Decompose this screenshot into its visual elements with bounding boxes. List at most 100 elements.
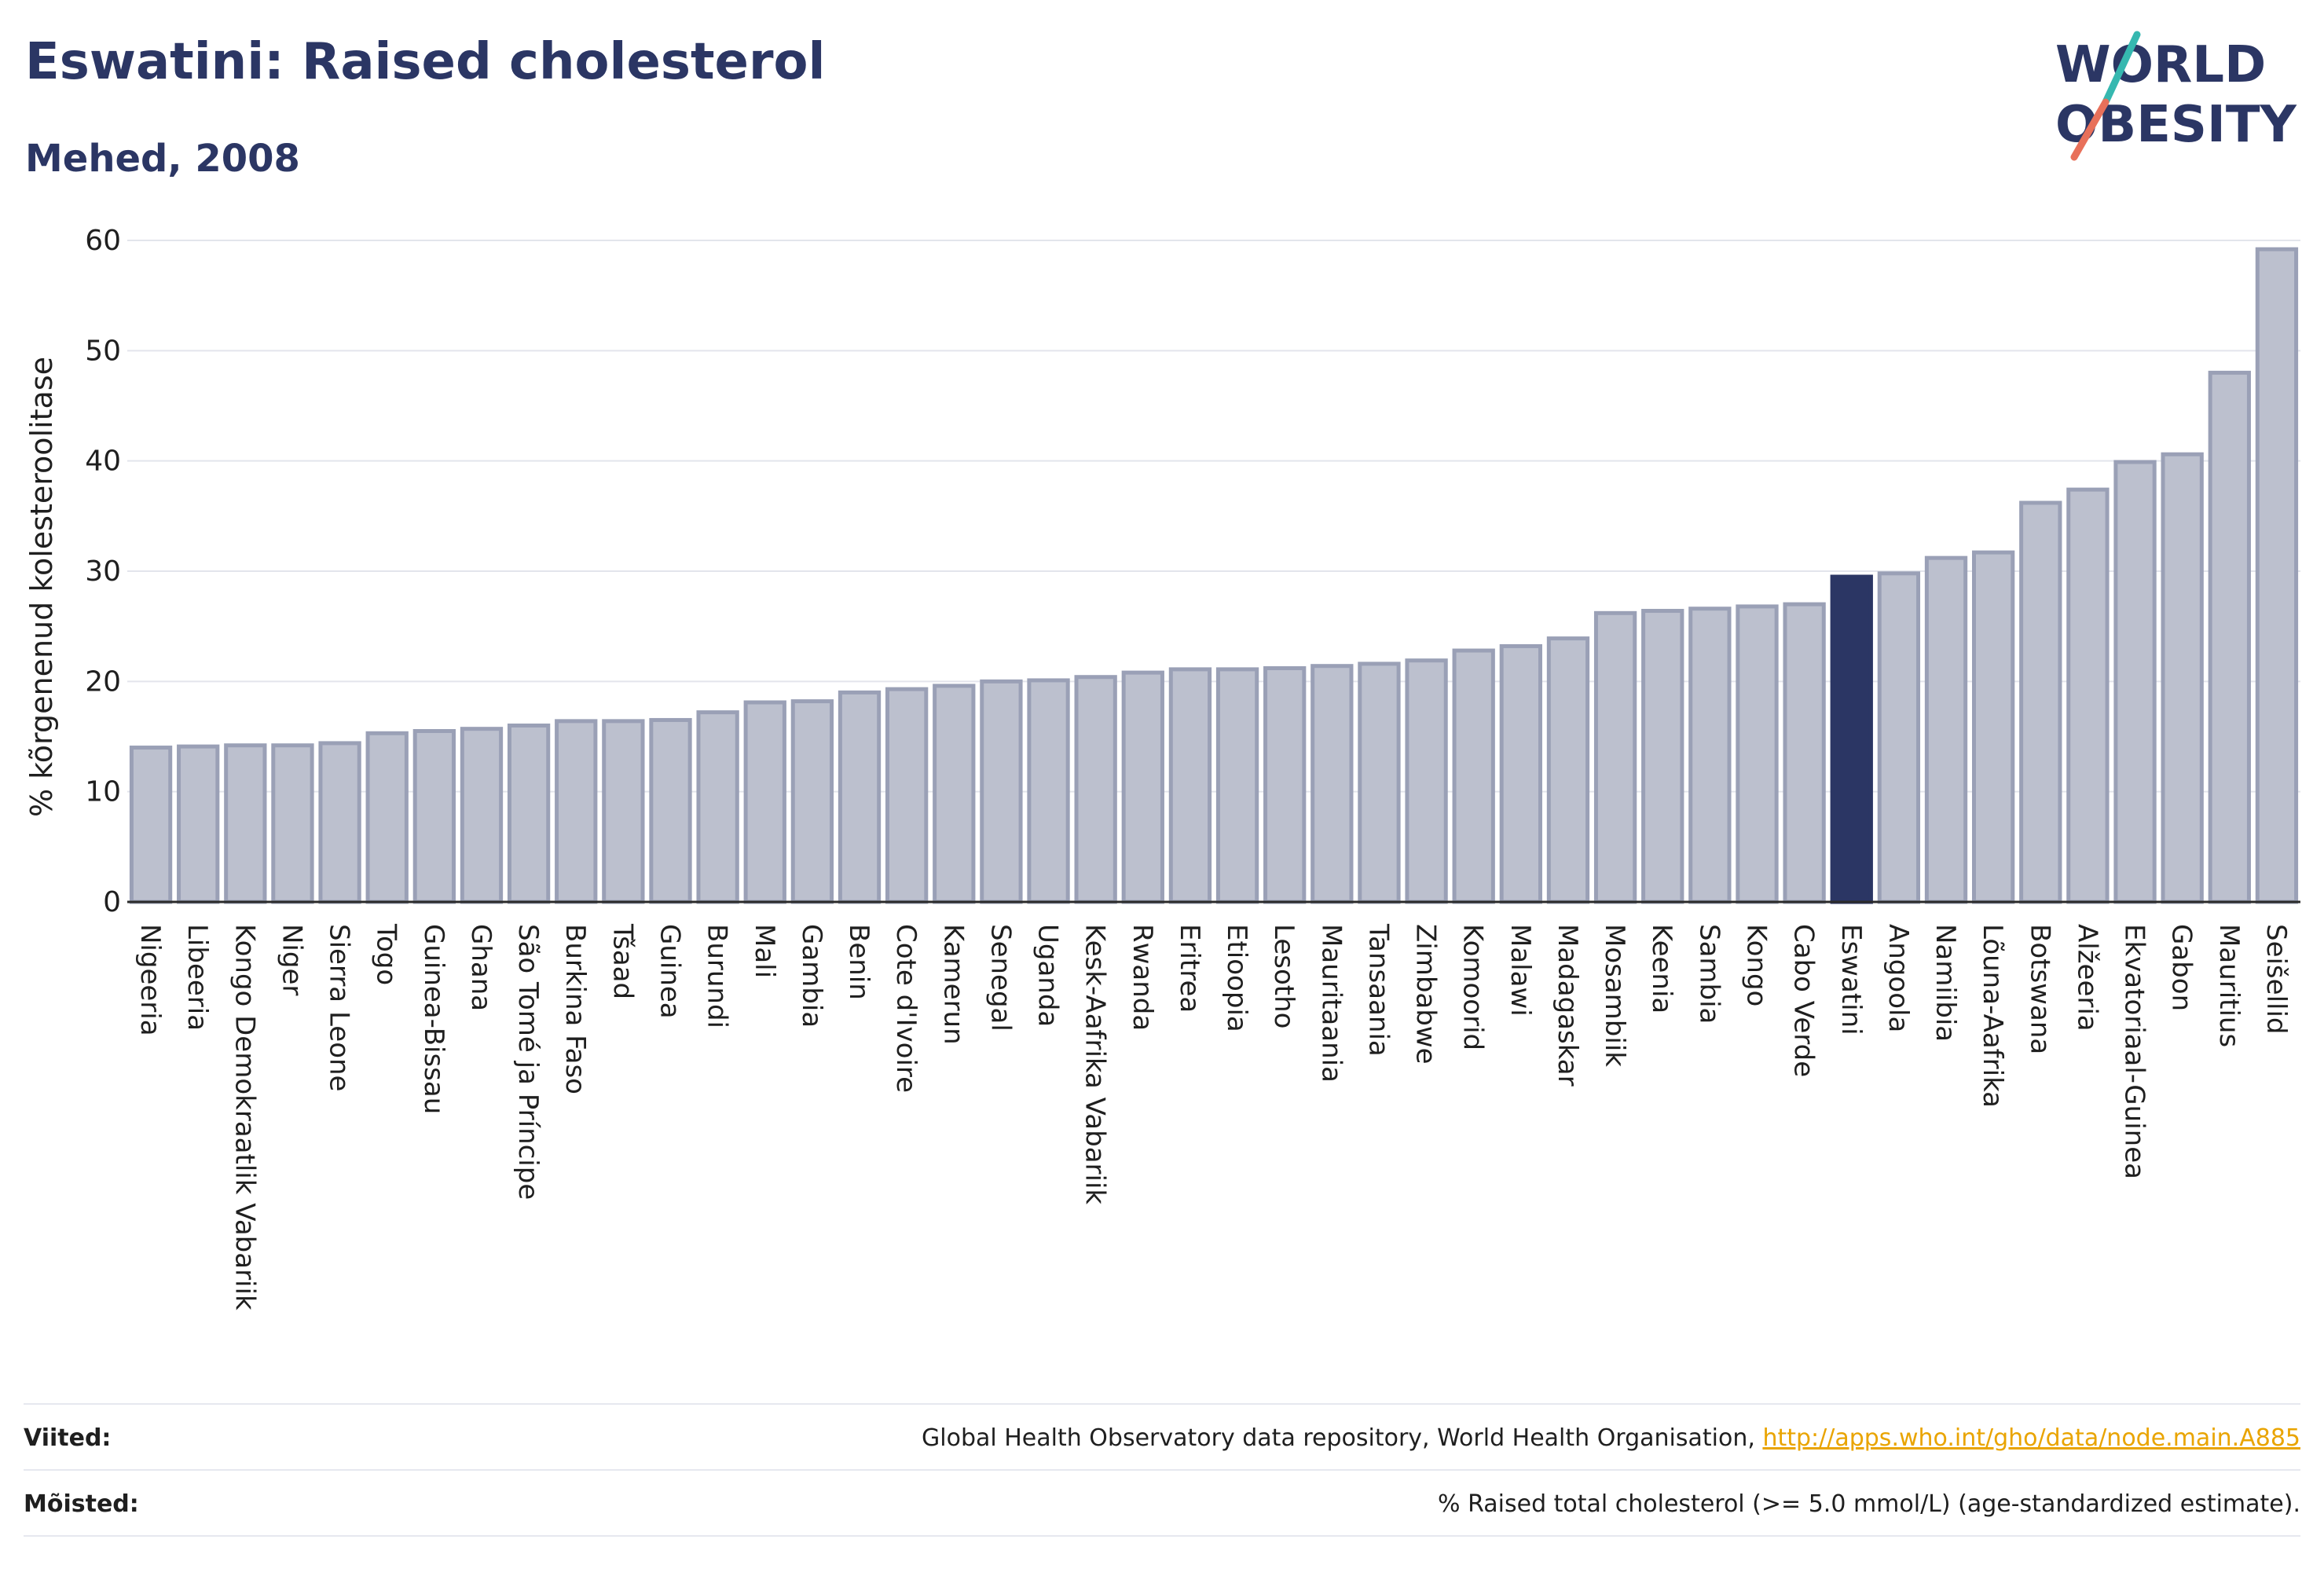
x-tick-label: Senegal [984, 924, 1016, 1032]
y-tick-label: 0 [103, 886, 121, 918]
bar-nigeeria[interactable] [129, 746, 173, 904]
y-tick-label: 20 [85, 665, 121, 698]
bar-cabo-verde[interactable] [1783, 602, 1826, 904]
x-tick-label: Libeeria [181, 924, 213, 1031]
bar-eritrea[interactable] [1168, 667, 1212, 904]
bar-mali[interactable] [743, 700, 786, 904]
sources-link[interactable]: http://apps.who.int/gho/data/node.main.A… [1762, 1424, 2300, 1452]
bar-al-eeria[interactable] [2066, 487, 2110, 904]
bar-kamerun[interactable] [933, 684, 976, 904]
x-tick-label: Kongo [1741, 924, 1772, 1006]
bar-mosambiik[interactable] [1593, 610, 1637, 904]
y-tick-label: 60 [85, 225, 121, 257]
x-tick-label: Lesotho [1268, 924, 1299, 1028]
bar-cote-d-ivoire[interactable] [885, 687, 929, 904]
bar-kesk-aafrika-vabariik[interactable] [1074, 675, 1117, 904]
x-tick-label: Uganda [1032, 924, 1064, 1027]
bar-sei-ellid[interactable] [2255, 247, 2299, 904]
bar-burundi[interactable] [696, 710, 739, 904]
x-tick-label: Sierra Leone [324, 924, 355, 1091]
x-tick-label: Angoola [1882, 924, 1914, 1032]
bar-t-aad[interactable] [602, 719, 645, 904]
chart-title: Eswatini: Raised cholesterol [25, 33, 826, 91]
x-tick-label: Nigeeria [134, 924, 166, 1036]
bar-libeeria[interactable] [177, 744, 220, 904]
x-tick-label: Lõuna-Aafrika [1977, 924, 2008, 1108]
bar-tansaania[interactable] [1358, 662, 1401, 904]
footer-divider-middle [24, 1469, 2300, 1471]
x-tick-label: Eritrea [1174, 924, 1205, 1013]
bar-l-una-aafrika[interactable] [1971, 550, 2015, 904]
definitions-value: % Raised total cholesterol (>= 5.0 mmol/… [1438, 1490, 2300, 1518]
x-tick-label: Burkina Faso [559, 924, 591, 1094]
footer-definitions-row: Mõisted: % Raised total cholesterol (>= … [24, 1472, 2300, 1535]
y-tick-label: 30 [85, 555, 121, 588]
x-tick-label: Mauritaania [1315, 924, 1347, 1083]
x-tick-label: Cote d'Ivoire [890, 924, 922, 1093]
bars [129, 247, 2299, 904]
sources-label: Viited: [24, 1424, 112, 1452]
x-tick-label: Tšaad [607, 923, 638, 999]
chart-subtitle: Mehed, 2008 [25, 137, 300, 181]
bar-gambia[interactable] [790, 699, 834, 904]
x-tick-label: Burundi [702, 924, 733, 1028]
x-tick-label: Ghana [465, 924, 497, 1011]
x-tick-label: Mauritius [2213, 924, 2245, 1047]
bar-keenia[interactable] [1641, 609, 1684, 904]
bar-chart: 0 10 20 30 40 50 60 Nigeeria Libeeria Kongo Demok… [24, 225, 2300, 1310]
bar-togo[interactable] [365, 731, 409, 904]
x-tick-label: Tansaania [1362, 923, 1394, 1057]
bar-kongo[interactable] [1736, 604, 1779, 904]
x-tick-label: Kamerun [937, 924, 969, 1045]
y-tick-label: 50 [85, 335, 121, 367]
x-tick-label: Keenia [1646, 924, 1677, 1013]
bar-burkina-faso[interactable] [555, 719, 598, 904]
bar-mauritaania[interactable] [1310, 664, 1354, 904]
y-tick-label: 40 [85, 445, 121, 478]
bar-senegal[interactable] [980, 679, 1023, 904]
x-tick-label: Alžeeria [2071, 924, 2102, 1032]
x-tick-label: Gambia [796, 924, 827, 1028]
bar-rwanda[interactable] [1121, 670, 1164, 904]
bar-guinea[interactable] [649, 717, 692, 904]
bar-guinea-bissau[interactable] [412, 728, 456, 904]
bar-botswana[interactable] [2019, 500, 2062, 904]
bar-s-o-tom-ja-pr-ncipe[interactable] [507, 723, 551, 904]
bar-komoorid[interactable] [1452, 648, 1495, 904]
bar-mauritius[interactable] [2208, 370, 2251, 904]
definitions-label: Mõisted: [24, 1490, 139, 1518]
bar-madagaskar[interactable] [1546, 636, 1590, 904]
bar-sambia[interactable] [1688, 607, 1732, 904]
bar-ghana[interactable] [460, 727, 504, 904]
bar-niger[interactable] [271, 743, 314, 904]
axes: 0 10 20 30 40 50 60 Nigeeria Libeeria Kongo Demok… [85, 225, 2300, 1310]
bar-eswatini[interactable] [1830, 574, 1873, 904]
footer-divider-bottom [24, 1535, 2300, 1537]
logo-line-1: WORLD [2055, 36, 2266, 94]
x-tick-label: São Tomé ja Príncipe [512, 924, 544, 1200]
bar-angoola[interactable] [1877, 571, 1921, 904]
bar-gabon[interactable] [2161, 452, 2204, 904]
bar-malawi[interactable] [1499, 643, 1543, 904]
logo-slash-bottom [2070, 98, 2110, 161]
x-tick-label: Cabo Verde [1788, 924, 1820, 1077]
bar-benin[interactable] [838, 690, 882, 904]
world-obesity-logo: WORLD OBESITY [2055, 31, 2297, 161]
bar-kongo-demokraatlik-vabariik[interactable] [224, 743, 267, 904]
x-tick-label: Kesk-Aafrika Vabariik [1080, 924, 1111, 1204]
x-tick-label: Benin [843, 924, 874, 1000]
x-tick-label: Niger [276, 924, 307, 995]
bar-ekvatoriaal-guinea[interactable] [2113, 460, 2157, 904]
bar-sierra-leone[interactable] [318, 741, 361, 904]
footer-sources-row: Viited: Global Health Observatory data r… [24, 1406, 2300, 1469]
x-tick-label: Botswana [2024, 924, 2055, 1054]
x-tick-label: Komoorid [1457, 924, 1489, 1050]
bar-lesotho[interactable] [1263, 665, 1307, 904]
bar-namiibia[interactable] [1924, 555, 1968, 904]
bar-uganda[interactable] [1027, 678, 1070, 904]
bar-etioopia[interactable] [1215, 667, 1259, 904]
footer-divider-top [24, 1403, 2300, 1405]
sources-value: Global Health Observatory data repositor… [922, 1424, 2300, 1452]
bar-zimbabwe[interactable] [1405, 658, 1448, 904]
y-tick-label: 10 [85, 776, 121, 808]
